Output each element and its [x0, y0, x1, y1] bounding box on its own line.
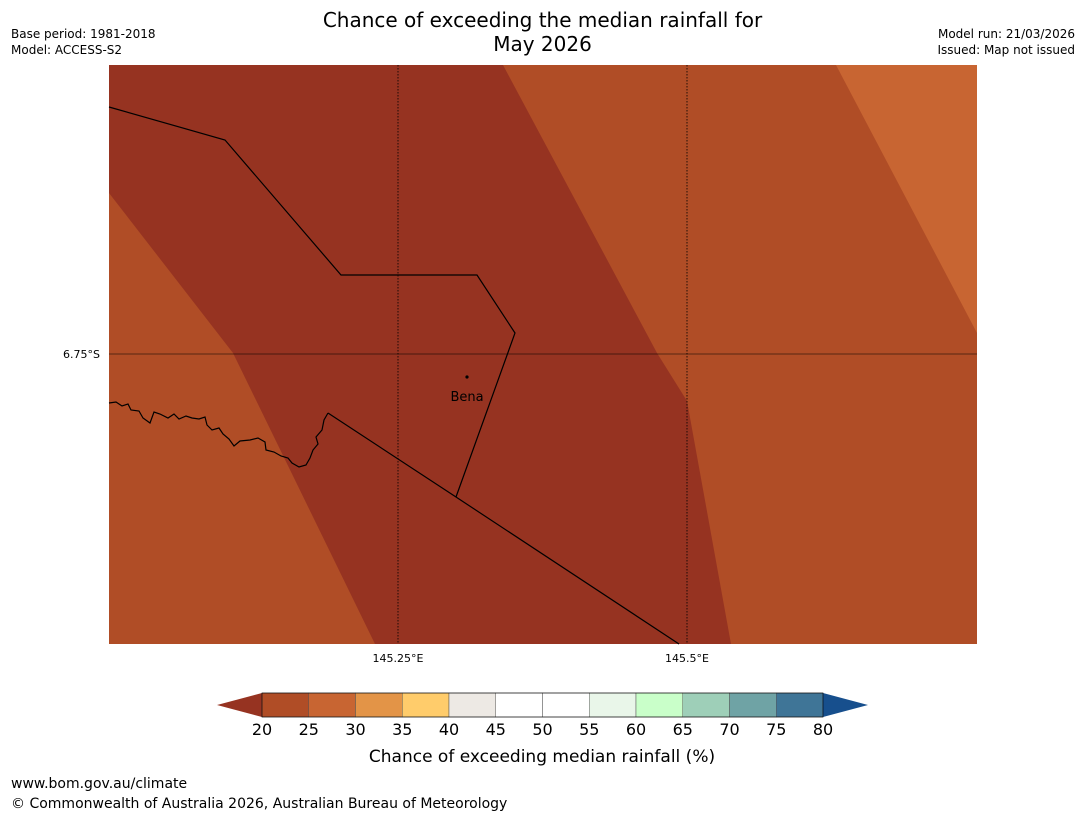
colorbar-segment [729, 692, 777, 718]
colorbar-title: Chance of exceeding median rainfall (%) [369, 747, 715, 767]
base-period: Base period: 1981-2018 [11, 27, 156, 41]
colorbar-over-arrow [823, 693, 868, 717]
colorbar-segment [589, 692, 637, 718]
title-line-2: May 2026 [493, 32, 592, 56]
colorbar-tick-label: 25 [299, 720, 319, 739]
colorbar-segment [495, 692, 543, 718]
title-line-1: Chance of exceeding the median rainfall … [322, 8, 763, 32]
colorbar-segment [402, 692, 450, 718]
colorbar-tick-label: 60 [626, 720, 646, 739]
province-boundary-south [327, 412, 680, 645]
issued-status: Issued: Map not issued [937, 43, 1075, 57]
colorbar-tick-label: 50 [532, 720, 552, 739]
colorbar-segment [355, 692, 403, 718]
colorbar-tick-label: 35 [392, 720, 412, 739]
colorbar-frame [261, 692, 824, 718]
colorbar-tick-label: 45 [486, 720, 506, 739]
model-run: Model run: 21/03/2026 [937, 27, 1075, 41]
town-label: Bena [450, 390, 483, 405]
footer-url[interactable]: www.bom.gov.au/climate [11, 776, 188, 792]
colorbar-tick-label: 20 [252, 720, 272, 739]
colorbar-segment [635, 692, 683, 718]
lon-label-145-5: 145.5°E [665, 652, 709, 665]
map-area: Bena [108, 65, 977, 645]
footer-copyright: © Commonwealth of Australia 2026, Austra… [11, 796, 508, 812]
model-name: Model: ACCESS-S2 [11, 43, 123, 57]
colorbar-segment [308, 692, 356, 718]
colorbar-segments [261, 692, 824, 718]
colorbar-tick-label: 55 [579, 720, 599, 739]
river-line [108, 401, 329, 468]
colorbar-under-arrow [217, 693, 262, 717]
colorbar-segment [261, 692, 309, 718]
band-30-35 [836, 65, 977, 333]
colorbar-segment [448, 692, 496, 718]
colorbar-tick-label: 40 [439, 720, 459, 739]
colorbar: 20 25 30 35 40 45 50 55 60 65 70 75 80 Chance of exc… [217, 692, 868, 767]
colorbar-ticks: 20 25 30 35 40 45 50 55 60 65 70 75 80 [252, 720, 833, 739]
colorbar-tick-label: 75 [766, 720, 786, 739]
colorbar-segment [542, 692, 590, 718]
colorbar-tick-label: 80 [813, 720, 833, 739]
town-marker [465, 375, 469, 379]
map-title: Chance of exceeding the median rainfall … [0, 8, 1085, 56]
colorbar-tick-label: 30 [345, 720, 365, 739]
meta-left: Base period: 1981-2018 Model: ACCESS-S2 [11, 26, 156, 58]
colorbar-tick-label: 65 [673, 720, 693, 739]
lon-label-145-25: 145.25°E [373, 652, 424, 665]
meta-right: Model run: 21/03/2026 Issued: Map not is… [937, 26, 1075, 58]
colorbar-segment [682, 692, 730, 718]
colorbar-segment [776, 692, 824, 718]
lat-label: 6.75°S [63, 348, 100, 361]
band-20-25 [109, 65, 731, 644]
province-boundary [108, 106, 516, 498]
colorbar-tick-label: 70 [719, 720, 739, 739]
